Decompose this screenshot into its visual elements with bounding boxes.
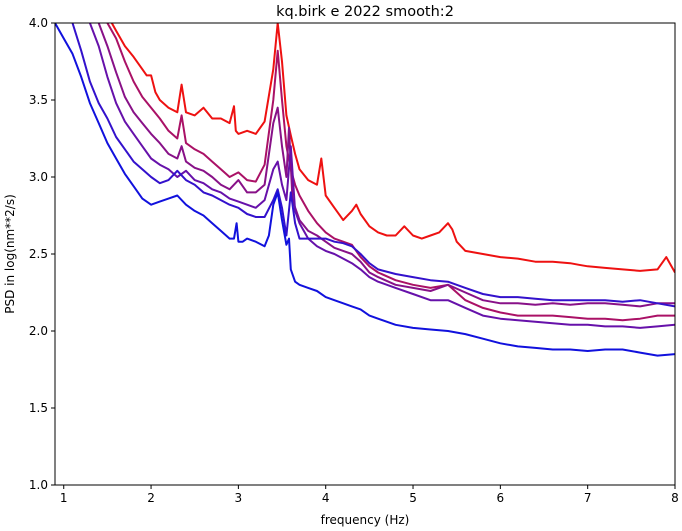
x-axis: 1 2 3 4 5 6 7 8	[60, 485, 679, 505]
x-tick-label: 8	[671, 491, 679, 505]
series-layer	[55, 23, 675, 357]
y-tick-label: 1.0	[29, 478, 48, 492]
x-tick-label: 4	[322, 491, 330, 505]
y-tick-label: 3.0	[29, 170, 48, 184]
y-axis-label: PSD in log(nm**2/s)	[3, 194, 17, 314]
x-tick-label: 2	[147, 491, 155, 505]
y-tick-label: 1.5	[29, 401, 48, 415]
y-tick-label: 2.0	[29, 324, 48, 338]
series-line-5	[71, 23, 675, 308]
x-axis-label: frequency (Hz)	[321, 513, 410, 527]
series-line-1	[110, 23, 675, 273]
x-tick-label: 3	[235, 491, 243, 505]
series-line-4	[88, 23, 675, 329]
series-line-2	[106, 23, 675, 322]
y-tick-label: 4.0	[29, 16, 48, 30]
x-tick-label: 1	[60, 491, 68, 505]
y-tick-label: 2.5	[29, 247, 48, 261]
series-line-6	[55, 23, 675, 357]
y-axis: 1.0 1.5 2.0 2.5 3.0 3.5 4.0	[29, 16, 55, 492]
chart-title: kq.birk e 2022 smooth:2	[276, 4, 454, 20]
x-tick-label: 5	[409, 491, 417, 505]
y-tick-label: 3.5	[29, 93, 48, 107]
x-tick-label: 7	[584, 491, 592, 505]
x-tick-label: 6	[497, 491, 505, 505]
